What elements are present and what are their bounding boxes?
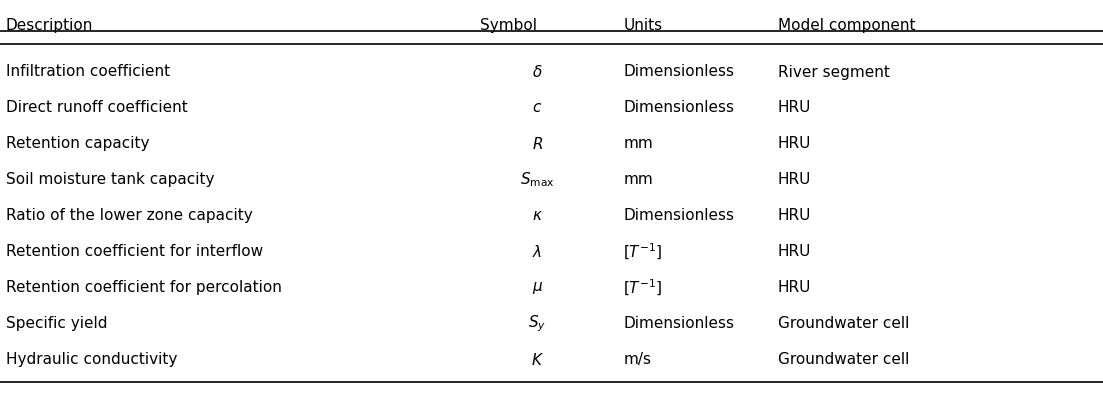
Text: Dimensionless: Dimensionless xyxy=(623,64,735,79)
Text: Units: Units xyxy=(623,18,662,33)
Text: Soil moisture tank capacity: Soil moisture tank capacity xyxy=(6,172,214,187)
Text: Hydraulic conductivity: Hydraulic conductivity xyxy=(6,352,176,367)
Text: m/s: m/s xyxy=(623,352,651,367)
Text: mm: mm xyxy=(623,136,653,151)
Text: mm: mm xyxy=(623,172,653,187)
Text: Model component: Model component xyxy=(778,18,915,33)
Text: Description: Description xyxy=(6,18,93,33)
Text: Dimensionless: Dimensionless xyxy=(623,208,735,223)
Text: $\lambda$: $\lambda$ xyxy=(532,243,543,259)
Text: Dimensionless: Dimensionless xyxy=(623,100,735,115)
Text: River segment: River segment xyxy=(778,64,889,79)
Text: $K$: $K$ xyxy=(531,351,544,367)
Text: HRU: HRU xyxy=(778,136,811,151)
Text: Symbol: Symbol xyxy=(480,18,537,33)
Text: HRU: HRU xyxy=(778,280,811,295)
Text: $[T^{-1}]$: $[T^{-1}]$ xyxy=(623,277,663,297)
Text: HRU: HRU xyxy=(778,100,811,115)
Text: Retention coefficient for percolation: Retention coefficient for percolation xyxy=(6,280,281,295)
Text: Groundwater cell: Groundwater cell xyxy=(778,316,909,331)
Text: Direct runoff coefficient: Direct runoff coefficient xyxy=(6,100,188,115)
Text: Infiltration coefficient: Infiltration coefficient xyxy=(6,64,170,79)
Text: Dimensionless: Dimensionless xyxy=(623,316,735,331)
Text: $[T^{-1}]$: $[T^{-1}]$ xyxy=(623,241,663,261)
Text: $\mu$: $\mu$ xyxy=(532,279,543,295)
Text: $\kappa$: $\kappa$ xyxy=(532,208,543,223)
Text: Retention capacity: Retention capacity xyxy=(6,136,149,151)
Text: $c$: $c$ xyxy=(532,100,543,115)
Text: $S_y$: $S_y$ xyxy=(528,313,546,334)
Text: Groundwater cell: Groundwater cell xyxy=(778,352,909,367)
Text: Specific yield: Specific yield xyxy=(6,316,107,331)
Text: $S_{\mathrm{max}}$: $S_{\mathrm{max}}$ xyxy=(520,170,555,189)
Text: $R$: $R$ xyxy=(532,136,543,152)
Text: Retention coefficient for interflow: Retention coefficient for interflow xyxy=(6,244,263,259)
Text: HRU: HRU xyxy=(778,244,811,259)
Text: HRU: HRU xyxy=(778,172,811,187)
Text: Ratio of the lower zone capacity: Ratio of the lower zone capacity xyxy=(6,208,253,223)
Text: $\delta$: $\delta$ xyxy=(532,64,543,80)
Text: HRU: HRU xyxy=(778,208,811,223)
